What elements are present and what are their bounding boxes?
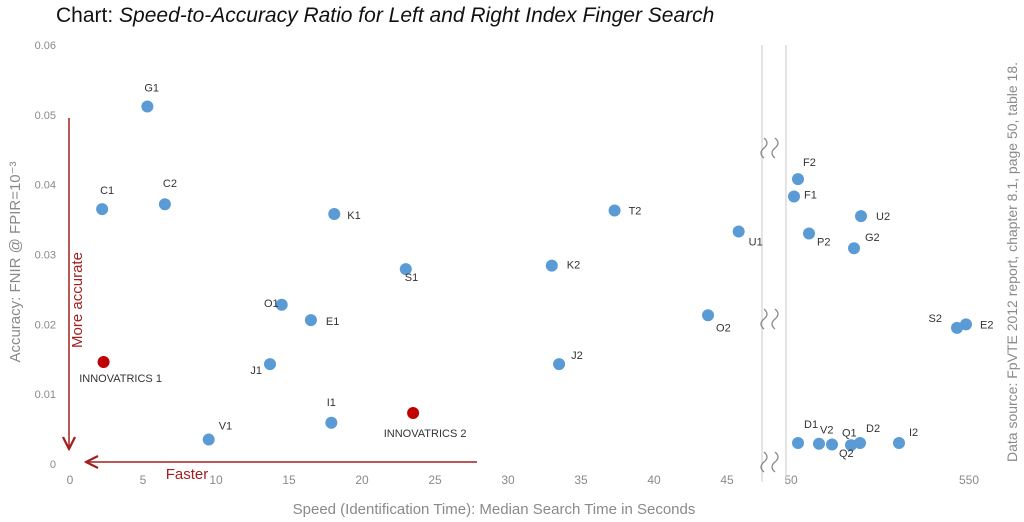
y-tick-label: 0 — [50, 459, 56, 471]
x-axis-label: Speed (Identification Time): Median Sear… — [293, 501, 696, 518]
data-point — [158, 198, 171, 211]
x-tick-label: 10 — [209, 473, 223, 487]
x-tick-label: 5 — [140, 473, 147, 487]
data-point — [788, 190, 800, 203]
y-tick-label: 0.05 — [35, 110, 56, 122]
data-label: C2 — [163, 178, 177, 190]
data-label: J2 — [571, 350, 583, 362]
data-label: U2 — [876, 211, 890, 223]
y-axis-label: Accuracy: FNIR @ FPIR=10⁻³ — [7, 161, 24, 362]
data-point — [951, 321, 963, 334]
data-label: E1 — [326, 316, 339, 328]
data-point — [608, 204, 621, 217]
chart-title: Chart: Speed-to-Accuracy Ratio for Left … — [56, 4, 714, 28]
data-label: Q2 — [839, 448, 854, 460]
data-point — [545, 259, 558, 272]
data-label: P2 — [817, 237, 830, 249]
data-point — [845, 439, 857, 452]
data-point — [304, 314, 317, 327]
data-point — [792, 437, 804, 450]
title-main: Speed-to-Accuracy Ratio for Left and Rig… — [119, 4, 715, 27]
data-point — [328, 207, 341, 220]
axis-break-mark — [760, 308, 779, 330]
data-label: O2 — [716, 322, 731, 334]
data-label: G1 — [144, 82, 159, 94]
innovatrics-point — [407, 407, 420, 420]
data-label: E2 — [980, 319, 993, 331]
x-tick-label: 20 — [355, 473, 369, 487]
data-point — [813, 437, 825, 450]
faster-label: Faster — [166, 466, 209, 483]
title-prefix: Chart: — [56, 4, 114, 27]
y-tick-label: 0.04 — [35, 180, 56, 192]
data-point — [826, 438, 838, 451]
data-point — [803, 227, 815, 240]
data-point — [848, 242, 860, 255]
data-label: K1 — [347, 210, 360, 222]
data-label: F2 — [803, 157, 816, 169]
data-point — [264, 358, 277, 371]
data-point — [855, 210, 867, 223]
data-label: I1 — [327, 397, 336, 409]
data-label: O1 — [264, 298, 279, 310]
data-point — [893, 437, 905, 450]
data-point — [202, 433, 215, 446]
data-point — [96, 203, 109, 216]
data-point — [702, 309, 715, 322]
data-point — [325, 416, 338, 429]
data-label: S1 — [405, 272, 418, 284]
data-label: D1 — [804, 419, 818, 431]
data-label: G2 — [865, 232, 880, 244]
data-label: Q1 — [842, 427, 857, 439]
data-point — [553, 358, 566, 371]
data-label: I2 — [909, 427, 918, 439]
x-tick-label: 40 — [647, 473, 661, 487]
data-point — [275, 298, 288, 311]
data-label: D2 — [866, 423, 880, 435]
y-tick-label: 0.03 — [35, 250, 56, 262]
x-tick-label: 25 — [428, 473, 442, 487]
data-point — [854, 437, 866, 450]
x-tick-label: 50 — [784, 473, 798, 487]
data-label: INNOVATRICS 1 — [79, 373, 162, 385]
data-point — [399, 263, 412, 276]
y-tick-label: 0.06 — [35, 40, 56, 52]
data-point — [141, 100, 154, 113]
data-label: C1 — [100, 185, 114, 197]
x-tick-label: 35 — [574, 473, 588, 487]
data-label: K2 — [567, 260, 580, 272]
data-point — [792, 173, 804, 186]
data-label: U1 — [749, 236, 763, 248]
data-label: V2 — [820, 425, 833, 437]
x-tick-label: 0 — [67, 473, 74, 487]
data-point — [732, 225, 745, 238]
innovatrics-point — [97, 356, 110, 369]
data-label: F1 — [804, 190, 817, 202]
x-tick-label: 45 — [720, 473, 734, 487]
axis-break-mark — [760, 137, 779, 159]
data-label: V1 — [219, 421, 232, 433]
scatter-chart: 0 0.01 0.02 0.03 0.04 0.05 0.06 0 5 10 15 20 25 30 35 4… — [7, 40, 993, 518]
y-tick-label: 0.01 — [35, 389, 56, 401]
data-point — [960, 318, 972, 331]
data-label: J1 — [250, 365, 262, 377]
x-tick-label: 550 — [959, 473, 979, 487]
more-accurate-label: More accurate — [69, 252, 86, 348]
y-tick-label: 0.02 — [35, 319, 56, 331]
source-note: Data source: FpVTE 2012 report, chapter … — [1004, 61, 1020, 463]
data-label: T2 — [629, 206, 642, 218]
data-label: INNOVATRICS 2 — [384, 428, 467, 440]
x-tick-label: 30 — [501, 473, 515, 487]
x-tick-label: 15 — [282, 473, 296, 487]
data-label: S2 — [929, 313, 942, 325]
axis-break-mark — [760, 451, 779, 473]
